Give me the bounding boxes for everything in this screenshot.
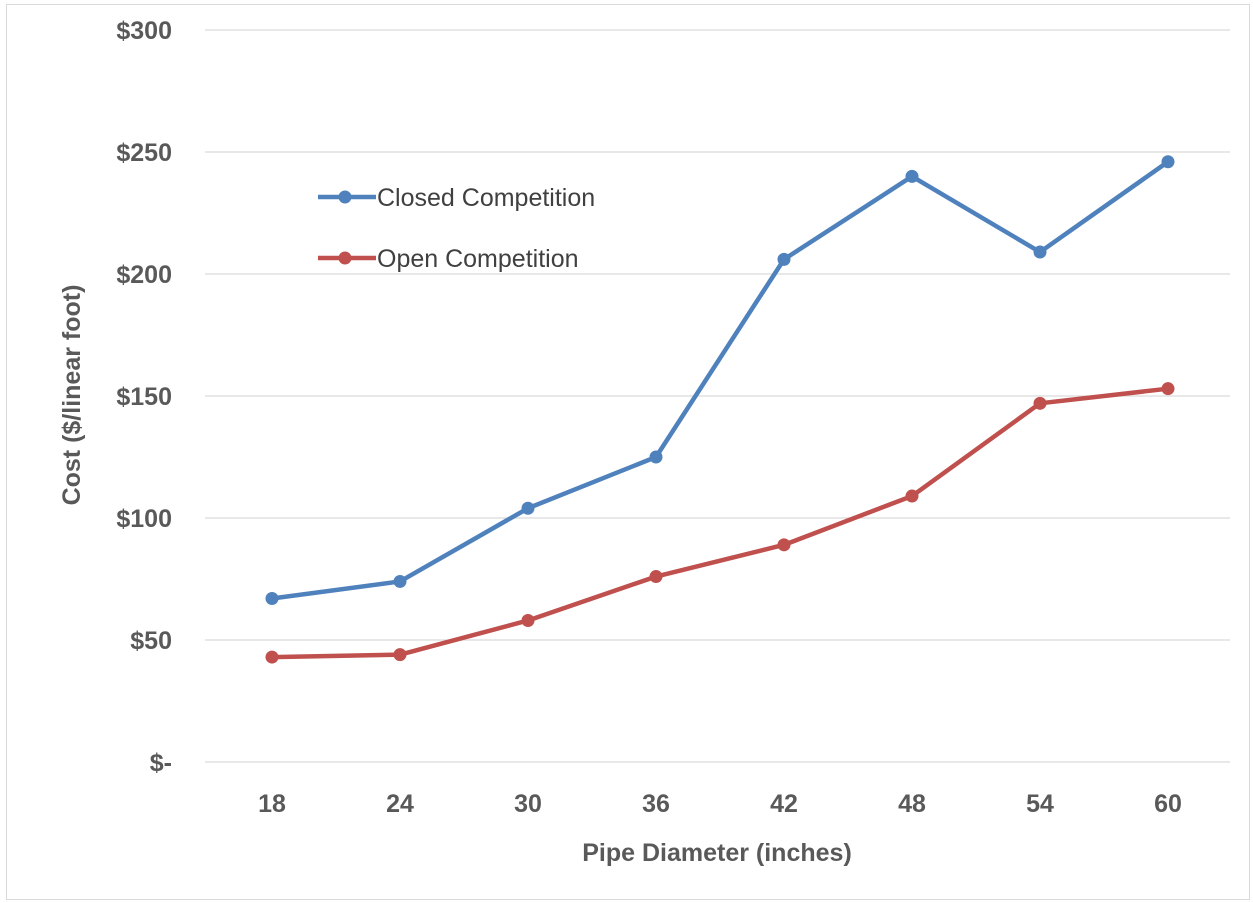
data-point [1033,396,1047,410]
y-tick-label: $100 [116,505,172,533]
series-1 [265,155,1175,606]
data-point [393,574,407,588]
legend-point-marker [338,251,352,265]
y-axis-ticks: $- $50 $100 $150 $200 $250 $300 [116,17,172,777]
y-tick-label: $- [150,749,172,777]
gridlines [205,29,1230,763]
data-point [649,570,663,584]
legend-item: Open Competition [318,245,579,273]
data-point [521,613,535,627]
y-tick-label: $200 [116,261,172,289]
data-point [521,501,535,515]
x-tick-label: 60 [1154,790,1182,818]
data-point [649,450,663,464]
data-point [905,169,919,183]
data-point [265,592,279,606]
series-line [271,159,1170,601]
data-point [905,489,919,503]
chart-frame [6,4,1250,900]
data-point [1161,155,1175,169]
y-axis-title: Cost ($/linear foot) [58,285,86,506]
legend-label: Closed Competition [377,184,595,212]
data-point [777,252,791,266]
data-point [265,650,279,664]
data-point [1033,245,1047,259]
series-line [271,386,1169,660]
series-2 [265,382,1175,664]
x-tick-label: 54 [1026,790,1054,818]
data-point [1161,382,1175,396]
legend-item: Closed Competition [318,184,595,212]
y-tick-label: $150 [116,383,172,411]
x-axis-title: Pipe Diameter (inches) [582,839,852,867]
series-lines [265,155,1175,664]
legend-label: Open Competition [377,245,579,273]
data-point [777,538,791,552]
legend: Closed Competition Open Competition [318,184,595,273]
x-tick-label: 42 [770,790,798,818]
x-tick-label: 18 [258,790,286,818]
x-tick-label: 48 [898,790,926,818]
x-tick-label: 36 [642,790,670,818]
y-tick-label: $250 [116,139,172,167]
y-tick-label: $50 [130,627,172,655]
data-point [393,648,407,662]
x-tick-label: 24 [386,790,414,818]
x-axis-ticks: 18 24 30 36 42 48 54 60 [258,790,1182,818]
legend-point-marker [338,190,352,204]
y-tick-label: $300 [116,17,172,45]
x-tick-label: 30 [514,790,542,818]
